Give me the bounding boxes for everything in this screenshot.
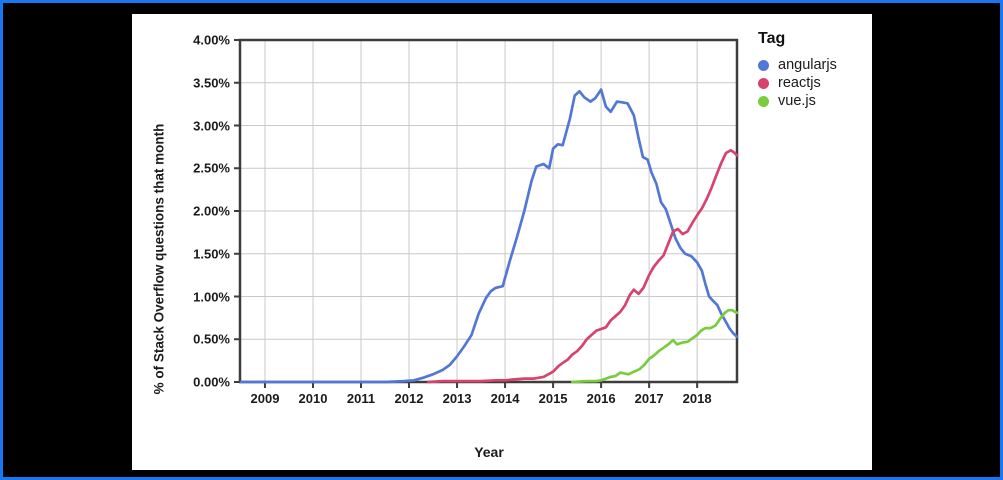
y-tick-label: 2.50% (193, 160, 230, 176)
y-tick-label: 4.00% (193, 32, 230, 48)
legend-swatch (758, 95, 769, 107)
x-tick-label: 2016 (586, 391, 616, 406)
x-tick-label: 2018 (682, 391, 712, 406)
legend-label: vue.js (778, 93, 816, 109)
x-tick-label: 2013 (442, 391, 472, 406)
legend-item-angularjs: angularjs (758, 56, 837, 74)
x-tick-label: 2011 (346, 391, 376, 406)
y-tick-label: 2.00% (193, 203, 230, 219)
legend-item-vuejs: vue.js (758, 92, 837, 110)
y-tick-label: 1.00% (193, 289, 230, 304)
legend-label: angularjs (778, 57, 837, 73)
legend: Tag angularjs reactjs vue.js (758, 30, 837, 110)
y-tick-label: 0.00% (193, 374, 230, 390)
legend-swatch (758, 77, 769, 89)
series-line-reactjs (426, 148, 739, 384)
chart-card: % of Stack Overflow questions that month… (132, 14, 872, 470)
legend-swatch (758, 59, 769, 71)
plot-svg (234, 38, 739, 388)
x-axis-title: Year (474, 444, 504, 460)
y-tick-label: 3.00% (193, 118, 230, 133)
y-axis-title: % of Stack Overflow questions that month (151, 123, 167, 395)
legend-item-reactjs: reactjs (758, 74, 837, 92)
legend-title: Tag (758, 30, 786, 47)
x-tick-label: 2010 (298, 391, 328, 406)
x-tick-label: 2009 (250, 391, 280, 406)
x-tick-label: 2014 (490, 391, 520, 406)
y-tick-label: 1.50% (193, 246, 230, 262)
series-line-vue.js (570, 308, 739, 384)
y-tick-label: 0.50% (193, 331, 230, 347)
series-line-angularjs (239, 88, 739, 384)
legend-label: reactjs (778, 75, 821, 91)
x-tick-label: 2015 (538, 391, 568, 406)
x-tick-label: 2012 (394, 391, 424, 406)
x-tick-label: 2017 (634, 391, 664, 406)
y-tick-label: 3.50% (193, 75, 230, 91)
